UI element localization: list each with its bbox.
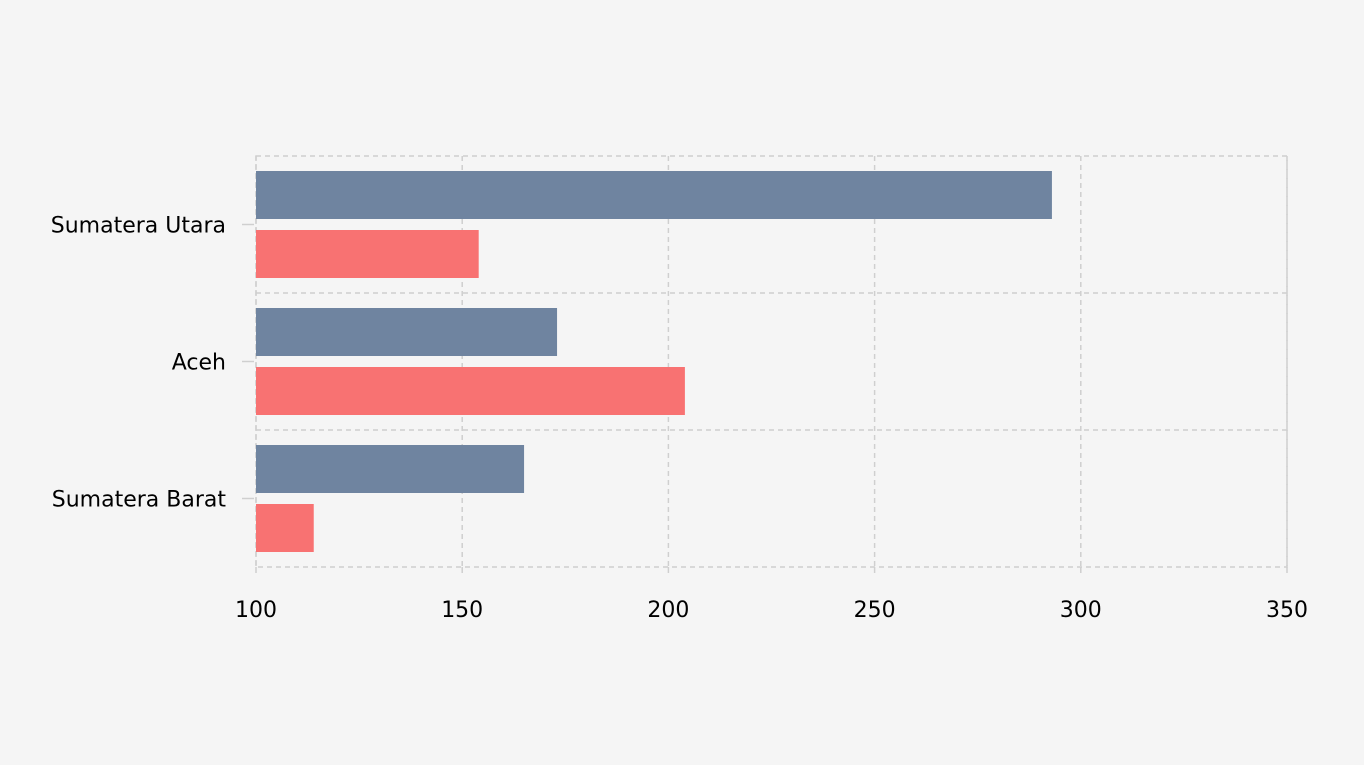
y-category-label-1: Aceh	[172, 351, 226, 376]
x-tick-label-4: 300	[1060, 598, 1102, 623]
bar-aceh-series-1	[256, 308, 558, 356]
bar-sumatera-utara-series-1	[256, 171, 1052, 219]
x-tick-label-3: 250	[854, 598, 896, 623]
y-category-label-0: Sumatera Utara	[51, 214, 226, 239]
x-tick-label-0: 100	[235, 598, 277, 623]
y-category-label-2: Sumatera Barat	[52, 488, 227, 513]
plot-frame	[255, 155, 1288, 568]
bar-sumatera-barat-series-2	[256, 504, 314, 552]
x-axis-ticks: 100 150 200 250 300 350	[235, 567, 1308, 623]
x-tick-label-2: 200	[647, 598, 689, 623]
x-tick-label-5: 350	[1266, 598, 1308, 623]
bar-aceh-series-2	[256, 367, 685, 415]
grid-lines	[255, 155, 1288, 568]
x-tick-label-1: 150	[441, 598, 483, 623]
y-axis-ticks: Sumatera Utara Aceh Sumatera Barat	[51, 214, 254, 513]
bars	[256, 171, 1052, 552]
bar-sumatera-utara-series-2	[256, 230, 479, 278]
bar-sumatera-barat-series-1	[256, 445, 525, 493]
